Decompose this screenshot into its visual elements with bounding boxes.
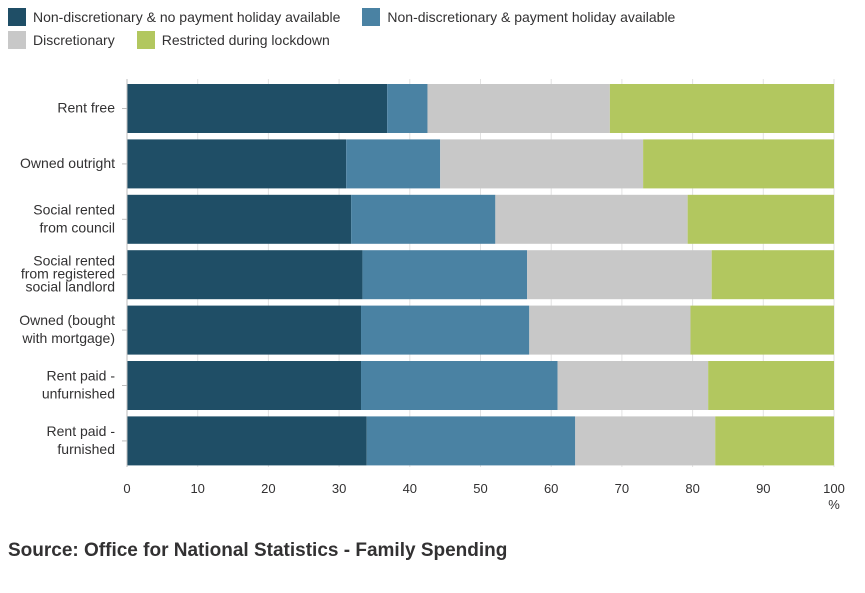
category-label: Rent free (57, 99, 115, 115)
x-tick-label: 30 (332, 481, 346, 496)
legend-item-no-payment-holiday: Non-discretionary & no payment holiday a… (8, 7, 341, 26)
category-label: Owned (bought with mortgage) (19, 312, 115, 346)
category-label-line: Social rented (33, 252, 115, 268)
x-tick-label: 60 (544, 481, 558, 496)
bar-segment (440, 139, 644, 189)
category-label: Rent paid - unfurnished (42, 367, 116, 401)
x-tick-label: 40 (403, 481, 417, 496)
category-label: Social rented from council (33, 201, 115, 235)
category-label: Rent paid - furnished (47, 423, 116, 457)
legend-item-discretionary: Discretionary (8, 30, 115, 49)
legend: Non-discretionary & no payment holiday a… (8, 5, 858, 51)
legend-swatch (8, 7, 26, 26)
bar-segment (609, 84, 834, 133)
legend-label: Discretionary (33, 31, 115, 48)
category-label-line: Rent free (57, 99, 115, 115)
bar-segment (127, 139, 347, 189)
x-tick-label: 70 (615, 481, 629, 496)
x-tick-label: 50 (473, 481, 487, 496)
category-label-line: from registered (21, 265, 115, 281)
legend-item-restricted: Restricted during lockdown (136, 30, 330, 49)
category-label-line: with mortgage) (21, 330, 115, 346)
bar-segment (687, 194, 834, 244)
category-label-line: Social rented (33, 201, 115, 217)
legend-swatch (136, 30, 155, 49)
bar-segment (127, 194, 352, 244)
bar-segment (127, 416, 367, 466)
bar-segment (557, 361, 709, 410)
bar-segment (127, 84, 388, 133)
category-label: Owned outright (20, 155, 115, 171)
bar-segment (643, 139, 834, 189)
category-label: Social rented from registered social landl… (21, 252, 115, 294)
x-unit-label: % (828, 497, 840, 512)
bar-segment (127, 361, 362, 410)
x-tick-label: 100 (823, 481, 845, 496)
bar-segment (366, 416, 576, 466)
source-note: Source: Office for National Statistics -… (8, 540, 508, 561)
bar-segment (127, 305, 362, 355)
category-label-line: from council (40, 219, 115, 235)
legend-label: Non-discretionary & no payment holiday a… (33, 8, 341, 25)
legend-swatch (8, 30, 26, 49)
bar-segment (575, 416, 716, 466)
x-tick-label: 10 (190, 481, 204, 496)
legend-label: Non-discretionary & payment holiday avai… (387, 8, 676, 25)
legend-row-1: Non-discretionary & no payment holiday a… (8, 5, 858, 28)
x-tick-label: 0 (123, 481, 130, 496)
bar-segment (361, 361, 558, 410)
bar-segment (715, 416, 834, 466)
category-label-line: unfurnished (42, 385, 115, 401)
bar-segment (127, 250, 363, 300)
bar-segment (529, 305, 691, 355)
bar-segment (690, 305, 834, 355)
bar-segment (708, 361, 834, 410)
bar-segment (427, 84, 610, 133)
category-label-line: Owned outright (20, 155, 115, 171)
bar-segment (711, 250, 834, 300)
category-label-line: Rent paid - (47, 367, 116, 383)
legend-swatch (362, 7, 381, 26)
bar-segment (346, 139, 441, 189)
bar-segment (362, 250, 528, 300)
legend-label: Restricted during lockdown (161, 31, 330, 48)
category-label-line: furnished (57, 441, 115, 457)
bar-segment (495, 194, 688, 244)
bar-segment (351, 194, 496, 244)
bar-segment (361, 305, 530, 355)
bar-segment (387, 84, 428, 133)
x-tick-label: 90 (756, 481, 770, 496)
x-tick-label: 20 (261, 481, 275, 496)
legend-item-payment-holiday: Non-discretionary & payment holiday avai… (362, 7, 676, 26)
category-label-line: Owned (bought (19, 312, 115, 328)
category-label-line: Rent paid - (47, 423, 116, 439)
category-label-line: social landlord (26, 278, 116, 294)
bar-segment (527, 250, 712, 300)
x-tick-label: 80 (685, 481, 699, 496)
legend-row-2: Discretionary Restricted during lockdown (8, 28, 858, 51)
